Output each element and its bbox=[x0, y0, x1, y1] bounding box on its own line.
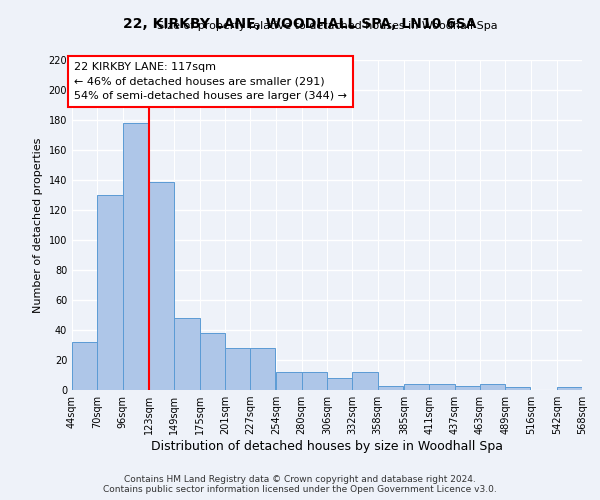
X-axis label: Distribution of detached houses by size in Woodhall Spa: Distribution of detached houses by size … bbox=[151, 440, 503, 453]
Bar bbox=[505, 387, 530, 390]
Bar bbox=[557, 387, 582, 390]
Text: Contains HM Land Registry data © Crown copyright and database right 2024.: Contains HM Land Registry data © Crown c… bbox=[124, 475, 476, 484]
Text: 22 KIRKBY LANE: 117sqm
← 46% of detached houses are smaller (291)
54% of semi-de: 22 KIRKBY LANE: 117sqm ← 46% of detached… bbox=[74, 62, 347, 101]
Bar bbox=[122, 123, 148, 390]
Bar bbox=[429, 384, 455, 390]
Bar bbox=[480, 384, 505, 390]
Bar bbox=[277, 372, 302, 390]
Bar bbox=[174, 318, 199, 390]
Y-axis label: Number of detached properties: Number of detached properties bbox=[33, 138, 43, 312]
Text: 22, KIRKBY LANE, WOODHALL SPA, LN10 6SA: 22, KIRKBY LANE, WOODHALL SPA, LN10 6SA bbox=[123, 18, 477, 32]
Bar bbox=[352, 372, 377, 390]
Bar bbox=[97, 195, 122, 390]
Bar bbox=[72, 342, 97, 390]
Bar bbox=[250, 348, 275, 390]
Bar bbox=[327, 378, 352, 390]
Bar bbox=[149, 182, 174, 390]
Bar bbox=[225, 348, 250, 390]
Bar bbox=[404, 384, 429, 390]
Bar bbox=[455, 386, 480, 390]
Bar bbox=[199, 333, 225, 390]
Text: Contains public sector information licensed under the Open Government Licence v3: Contains public sector information licen… bbox=[103, 485, 497, 494]
Bar bbox=[377, 386, 403, 390]
Title: Size of property relative to detached houses in Woodhall Spa: Size of property relative to detached ho… bbox=[157, 22, 497, 32]
Bar bbox=[302, 372, 327, 390]
